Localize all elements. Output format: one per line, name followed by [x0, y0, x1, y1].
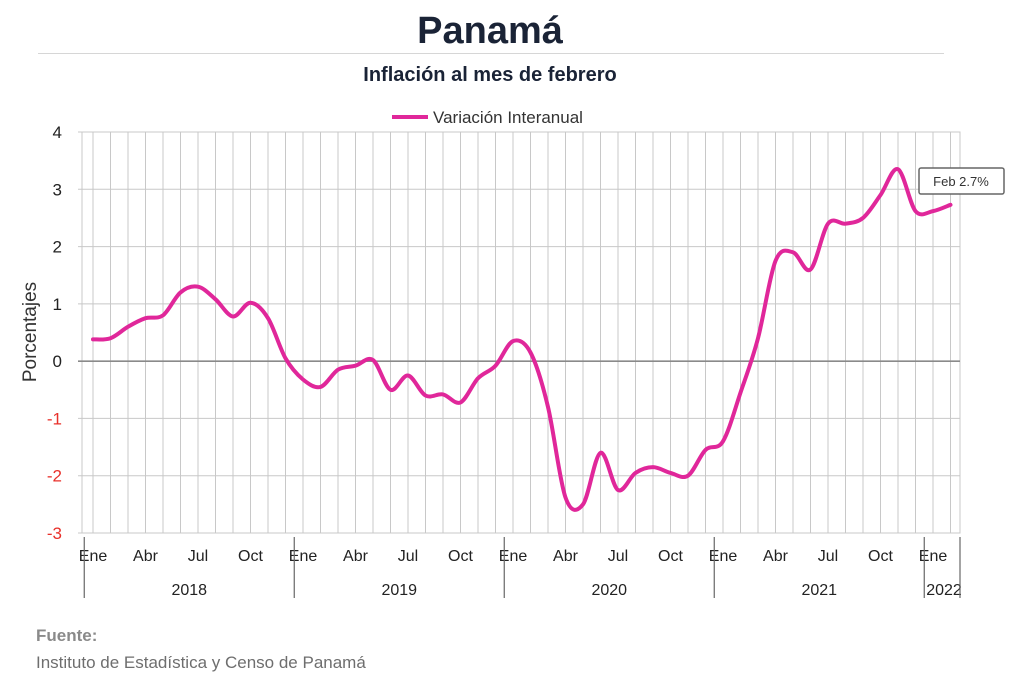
x-tick-label: Ene [499, 548, 528, 565]
data-point [651, 465, 655, 469]
data-point [669, 471, 673, 475]
data-point [249, 301, 253, 305]
x-tick-label: Jul [608, 548, 628, 565]
data-point [686, 474, 690, 478]
data-point [319, 385, 323, 389]
data-point [284, 356, 288, 360]
x-year-label: 2020 [591, 582, 627, 599]
data-point [441, 392, 445, 396]
data-point [949, 203, 953, 207]
data-point [196, 285, 200, 289]
data-point [844, 222, 848, 226]
data-point [826, 222, 830, 226]
x-tick-label: Oct [868, 548, 893, 565]
source-label: Fuente: [36, 626, 98, 645]
data-point [739, 391, 743, 395]
x-year-label: 2022 [926, 582, 962, 599]
series-layer [91, 167, 953, 512]
data-point [389, 388, 393, 392]
data-point [791, 250, 795, 254]
y-tick-label: 4 [53, 123, 62, 142]
y-tick-label: -2 [47, 467, 62, 486]
annotation-label: Feb 2.7% [933, 174, 989, 189]
data-point [179, 290, 183, 294]
x-tick-label: Abr [553, 548, 579, 565]
data-point [336, 368, 340, 372]
y-tick-label: -1 [47, 409, 62, 428]
data-point [214, 297, 218, 301]
data-point [301, 377, 305, 381]
y-tick-label: 2 [53, 238, 62, 257]
data-point [721, 439, 725, 443]
data-point [354, 364, 358, 368]
x-tick-label: Abr [133, 548, 159, 565]
y-tick-label: 3 [53, 180, 62, 199]
data-point [459, 400, 463, 404]
data-point [126, 325, 130, 329]
data-point [529, 351, 533, 355]
y-axis-label: Porcentajes [20, 282, 41, 382]
legend-label: Variación Interanual [433, 108, 583, 127]
x-tick-label: Jul [818, 548, 838, 565]
data-point [91, 337, 95, 341]
data-point [599, 451, 603, 455]
grid [78, 131, 961, 534]
data-point [546, 405, 550, 409]
x-tick-label: Oct [448, 548, 473, 565]
data-point [809, 267, 813, 271]
data-point [406, 373, 410, 377]
annotation-box [918, 167, 1005, 195]
data-point [914, 209, 918, 213]
x-tick-label: Ene [289, 548, 318, 565]
y-tick-label: -3 [47, 524, 62, 543]
data-point [266, 316, 270, 320]
x-tick-label: Ene [919, 548, 948, 565]
data-point [511, 339, 515, 343]
x-tick-label: Abr [763, 548, 789, 565]
chart-subtitle: Inflación al mes de febrero [363, 64, 617, 86]
axes: 4 3 2 1 0 -1 -2 -3 Ene Abr Jul Oct Ene Abr Jul Oct Ene Ab… [47, 123, 962, 599]
data-point [564, 495, 568, 499]
source-text: Instituto de Estadística y Censo de Pana… [36, 653, 366, 672]
data-point [774, 259, 778, 263]
data-point [861, 216, 865, 220]
data-point [581, 502, 585, 506]
x-tick-label: Ene [79, 548, 108, 565]
data-point [494, 364, 498, 368]
chart-legend: Variación Interanual [392, 108, 583, 127]
data-point [476, 376, 480, 380]
y-tick-label: 1 [53, 295, 62, 314]
data-point [616, 488, 620, 492]
data-point [161, 313, 165, 317]
x-year-label: 2019 [381, 582, 417, 599]
data-point [879, 193, 883, 197]
x-tick-label: Jul [188, 548, 208, 565]
x-tick-label: Oct [658, 548, 683, 565]
data-point [424, 394, 428, 398]
data-point [896, 167, 900, 171]
x-year-label: 2018 [171, 582, 207, 599]
data-point [756, 336, 760, 340]
data-point [704, 448, 708, 452]
x-tick-label: Oct [238, 548, 263, 565]
data-point [109, 336, 113, 340]
data-point [634, 471, 638, 475]
data-point [144, 316, 148, 320]
x-tick-label: Ene [709, 548, 738, 565]
data-point [931, 209, 935, 213]
chart-title: Panamá [417, 10, 563, 52]
annotation-layer: Feb 2.7% [918, 167, 1005, 195]
data-point [371, 358, 375, 362]
series-line [91, 167, 953, 512]
title-divider [38, 53, 944, 54]
y-tick-label: 0 [53, 352, 62, 371]
x-tick-label: Jul [398, 548, 418, 565]
x-tick-label: Abr [343, 548, 369, 565]
data-point [231, 314, 235, 318]
x-year-label: 2021 [801, 582, 837, 599]
